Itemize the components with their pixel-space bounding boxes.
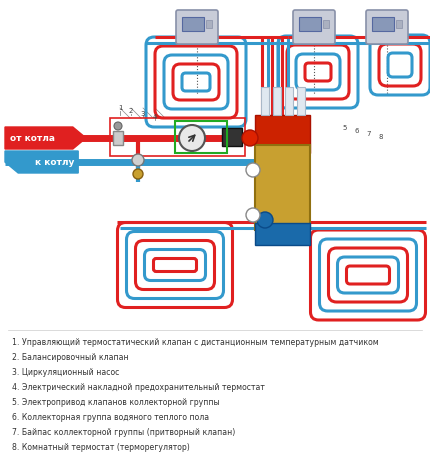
Bar [255,145,310,230]
Circle shape [246,208,260,222]
Text: 1: 1 [118,105,122,111]
Circle shape [257,212,273,228]
Text: к котлу: к котлу [35,158,75,166]
Bar [297,87,305,115]
Text: 2. Балансировочный клапан: 2. Балансировочный клапан [12,353,129,362]
Text: 5. Электропривод клапанов коллекторной группы: 5. Электропривод клапанов коллекторной г… [12,398,220,407]
Text: 4: 4 [153,114,157,120]
Text: от котла: от котла [10,133,55,142]
Text: 8: 8 [379,134,383,140]
Bar [182,17,204,31]
Bar [285,87,293,115]
Polygon shape [5,151,78,173]
Polygon shape [5,127,86,149]
Bar [206,20,212,28]
Circle shape [246,163,260,177]
Bar [261,87,269,115]
Text: 4. Электрический накладной предохранительный термостат: 4. Электрический накладной предохранител… [12,383,265,392]
Circle shape [132,154,144,166]
Circle shape [242,130,258,146]
Bar [255,115,310,153]
Text: 6. Коллекторная группа водяного теплого пола: 6. Коллекторная группа водяного теплого … [12,413,209,422]
Text: 7. Байпас коллекторной группы (притворный клапан): 7. Байпас коллекторной группы (притворны… [12,428,235,437]
Circle shape [114,122,122,130]
Bar [372,17,394,31]
Text: 1. Управляющий термостатический клапан с дистанционным температурным датчиком: 1. Управляющий термостатический клапан с… [12,338,379,347]
Bar [110,118,245,156]
Text: 5: 5 [343,125,347,131]
Bar [113,131,123,145]
Bar [255,223,310,245]
FancyBboxPatch shape [293,10,335,44]
Bar [273,87,281,115]
Text: 2: 2 [129,108,133,114]
Text: 3: 3 [141,111,145,117]
Circle shape [133,169,143,179]
Text: 6: 6 [355,128,359,134]
Text: 3. Циркуляционный насос: 3. Циркуляционный насос [12,368,120,377]
Bar [299,17,321,31]
FancyBboxPatch shape [366,10,408,44]
FancyBboxPatch shape [176,10,218,44]
Text: 8. Комнатный термостат (терморегулятор): 8. Комнатный термостат (терморегулятор) [12,443,190,452]
Text: 7: 7 [367,131,371,137]
Circle shape [179,125,205,151]
Bar [175,121,227,153]
Bar [222,128,242,146]
Bar [323,20,329,28]
Bar [396,20,402,28]
